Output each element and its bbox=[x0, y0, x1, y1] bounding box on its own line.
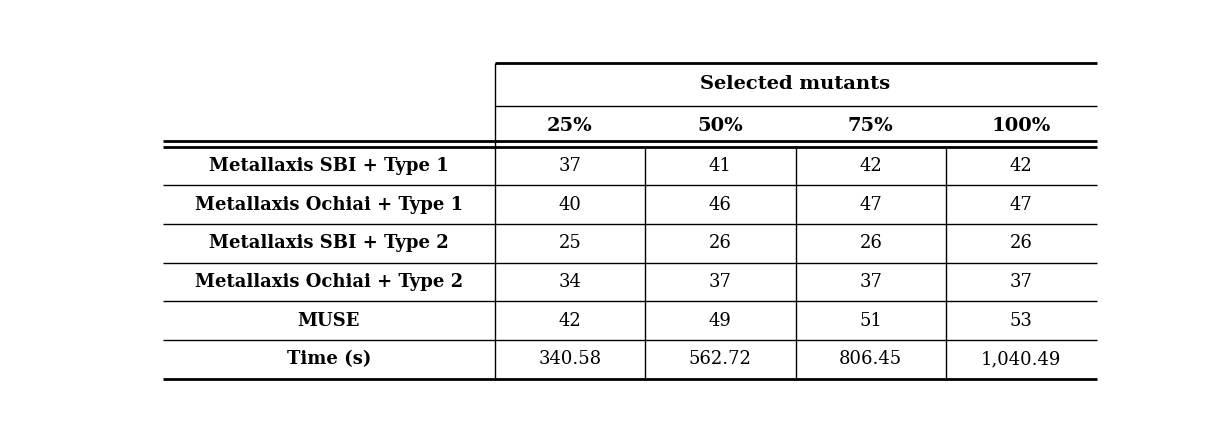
Text: MUSE: MUSE bbox=[297, 312, 360, 330]
Text: 42: 42 bbox=[558, 312, 581, 330]
Text: 47: 47 bbox=[1010, 196, 1032, 214]
Text: 51: 51 bbox=[859, 312, 882, 330]
Text: 1,040.49: 1,040.49 bbox=[981, 350, 1062, 368]
Text: 37: 37 bbox=[859, 273, 882, 291]
Text: Metallaxis Ochiai + Type 1: Metallaxis Ochiai + Type 1 bbox=[194, 196, 463, 214]
Text: Metallaxis SBI + Type 2: Metallaxis SBI + Type 2 bbox=[209, 234, 449, 253]
Text: 806.45: 806.45 bbox=[839, 350, 902, 368]
Text: 42: 42 bbox=[859, 157, 882, 175]
Text: 37: 37 bbox=[558, 157, 581, 175]
Text: 50%: 50% bbox=[697, 118, 744, 135]
Text: 40: 40 bbox=[558, 196, 581, 214]
Text: 53: 53 bbox=[1010, 312, 1032, 330]
Text: 42: 42 bbox=[1010, 157, 1032, 175]
Text: 49: 49 bbox=[709, 312, 731, 330]
Text: 37: 37 bbox=[709, 273, 731, 291]
Text: Selected mutants: Selected mutants bbox=[701, 76, 891, 94]
Text: 26: 26 bbox=[859, 234, 882, 253]
Text: 100%: 100% bbox=[992, 118, 1051, 135]
Text: 41: 41 bbox=[709, 157, 731, 175]
Text: 26: 26 bbox=[709, 234, 731, 253]
Text: 47: 47 bbox=[859, 196, 882, 214]
Text: 562.72: 562.72 bbox=[688, 350, 752, 368]
Text: 34: 34 bbox=[558, 273, 581, 291]
Text: 25%: 25% bbox=[547, 118, 592, 135]
Text: Metallaxis SBI + Type 1: Metallaxis SBI + Type 1 bbox=[209, 157, 449, 175]
Text: Time (s): Time (s) bbox=[286, 350, 371, 368]
Text: 340.58: 340.58 bbox=[538, 350, 601, 368]
Text: Metallaxis Ochiai + Type 2: Metallaxis Ochiai + Type 2 bbox=[194, 273, 463, 291]
Text: 26: 26 bbox=[1010, 234, 1032, 253]
Text: 46: 46 bbox=[709, 196, 731, 214]
Text: 75%: 75% bbox=[848, 118, 893, 135]
Text: 37: 37 bbox=[1010, 273, 1032, 291]
Text: 25: 25 bbox=[558, 234, 581, 253]
